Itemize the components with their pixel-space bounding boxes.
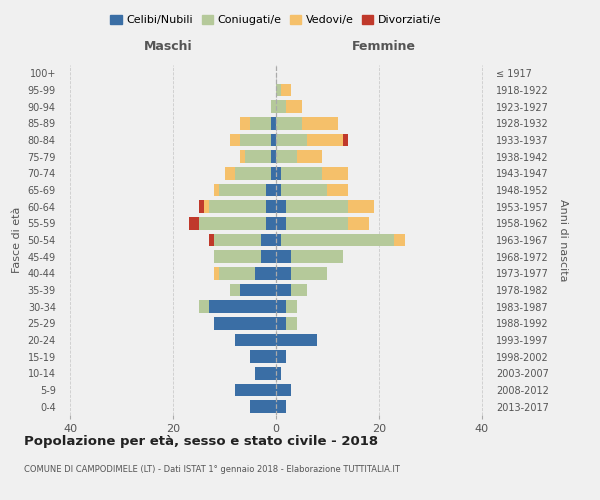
Bar: [214, 317, 276, 330]
Bar: [230, 284, 240, 296]
Bar: [245, 150, 271, 163]
Bar: [343, 134, 348, 146]
Bar: [302, 117, 338, 130]
Bar: [276, 117, 302, 130]
Bar: [276, 84, 281, 96]
Bar: [199, 300, 209, 313]
Bar: [307, 134, 343, 146]
Bar: [276, 384, 292, 396]
Bar: [322, 167, 348, 179]
Bar: [281, 234, 394, 246]
Bar: [224, 167, 235, 179]
Bar: [276, 284, 292, 296]
Bar: [276, 134, 307, 146]
Bar: [281, 184, 328, 196]
Bar: [348, 217, 368, 230]
Bar: [260, 234, 276, 246]
Bar: [230, 134, 240, 146]
Bar: [266, 184, 276, 196]
Bar: [271, 134, 276, 146]
Bar: [276, 334, 317, 346]
Text: Maschi: Maschi: [143, 40, 193, 54]
Bar: [394, 234, 404, 246]
Bar: [209, 300, 276, 313]
Bar: [204, 200, 209, 213]
Bar: [276, 100, 286, 113]
Bar: [271, 100, 276, 113]
Bar: [235, 167, 271, 179]
Bar: [199, 217, 266, 230]
Bar: [235, 384, 276, 396]
Bar: [250, 400, 276, 413]
Bar: [214, 184, 220, 196]
Bar: [250, 350, 276, 363]
Legend: Celibi/Nubili, Coniugati/e, Vedovi/e, Divorziati/e: Celibi/Nubili, Coniugati/e, Vedovi/e, Di…: [106, 10, 446, 30]
Bar: [220, 267, 256, 280]
Bar: [271, 117, 276, 130]
Bar: [286, 217, 348, 230]
Bar: [281, 167, 322, 179]
Bar: [276, 317, 286, 330]
Bar: [214, 234, 260, 246]
Bar: [214, 250, 260, 263]
Bar: [276, 167, 281, 179]
Bar: [214, 267, 220, 280]
Bar: [240, 150, 245, 163]
Bar: [286, 300, 296, 313]
Bar: [292, 250, 343, 263]
Bar: [296, 150, 322, 163]
Bar: [276, 400, 286, 413]
Bar: [276, 150, 296, 163]
Bar: [240, 134, 271, 146]
Bar: [266, 200, 276, 213]
Bar: [266, 217, 276, 230]
Bar: [271, 150, 276, 163]
Bar: [286, 200, 348, 213]
Bar: [271, 167, 276, 179]
Bar: [240, 117, 250, 130]
Bar: [260, 250, 276, 263]
Bar: [240, 284, 276, 296]
Y-axis label: Fasce di età: Fasce di età: [12, 207, 22, 273]
Bar: [276, 234, 281, 246]
Bar: [276, 250, 292, 263]
Bar: [209, 234, 214, 246]
Bar: [276, 267, 292, 280]
Bar: [281, 84, 292, 96]
Bar: [276, 350, 286, 363]
Y-axis label: Anni di nascita: Anni di nascita: [559, 198, 568, 281]
Bar: [286, 317, 296, 330]
Bar: [328, 184, 348, 196]
Bar: [199, 200, 204, 213]
Text: Femmine: Femmine: [352, 40, 416, 54]
Bar: [256, 267, 276, 280]
Bar: [188, 217, 199, 230]
Bar: [220, 184, 266, 196]
Bar: [256, 367, 276, 380]
Bar: [292, 284, 307, 296]
Text: Popolazione per età, sesso e stato civile - 2018: Popolazione per età, sesso e stato civil…: [24, 435, 378, 448]
Bar: [235, 334, 276, 346]
Bar: [276, 367, 281, 380]
Bar: [286, 100, 302, 113]
Bar: [276, 300, 286, 313]
Bar: [250, 117, 271, 130]
Bar: [209, 200, 266, 213]
Bar: [276, 217, 286, 230]
Text: COMUNE DI CAMPODIMELE (LT) - Dati ISTAT 1° gennaio 2018 - Elaborazione TUTTITALI: COMUNE DI CAMPODIMELE (LT) - Dati ISTAT …: [24, 465, 400, 474]
Bar: [276, 184, 281, 196]
Bar: [348, 200, 374, 213]
Bar: [276, 200, 286, 213]
Bar: [292, 267, 328, 280]
